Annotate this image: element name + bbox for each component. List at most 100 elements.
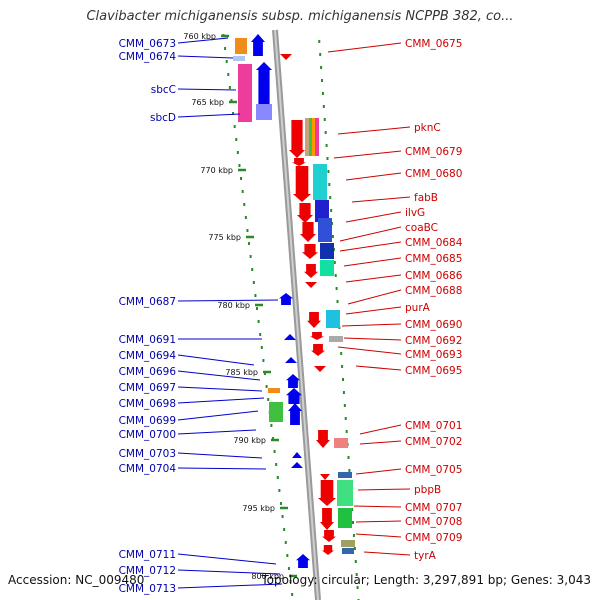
gene-block <box>312 118 315 156</box>
ruler-dot <box>333 261 336 264</box>
gene-label-right[interactable]: coaBC <box>405 222 438 234</box>
callout-line <box>177 386 263 392</box>
gene-label-right[interactable]: CMM_0679 <box>405 146 462 158</box>
gene-label-right[interactable]: CMM_0690 <box>405 319 462 331</box>
gene-block <box>313 164 327 200</box>
gene-block <box>238 64 252 122</box>
callout-line <box>177 113 241 118</box>
gene-label-left[interactable]: CMM_0713 <box>119 583 176 595</box>
gene-label-left[interactable]: CMM_0697 <box>119 382 176 394</box>
ruler-dot <box>341 365 344 368</box>
gene-label-right[interactable]: CMM_0702 <box>405 436 462 448</box>
ruler-dot <box>241 190 244 193</box>
genome-summary: Topology: circular; Length: 3,297,891 bp… <box>261 573 591 587</box>
gene-label-right[interactable]: CMM_0701 <box>405 420 462 432</box>
gene-label-right[interactable]: CMM_0705 <box>405 464 462 476</box>
tick-label: 795 kbp <box>242 504 275 513</box>
gene-label-right[interactable]: CMM_0686 <box>405 270 463 282</box>
gene-label-left[interactable]: CMM_0698 <box>119 398 176 410</box>
ruler-dot <box>260 346 263 349</box>
ruler-dot <box>224 47 227 50</box>
ruler-dot <box>236 151 239 154</box>
gene-label-right[interactable]: tyrA <box>414 550 437 562</box>
gene-label-left[interactable]: CMM_0699 <box>119 415 176 427</box>
gene-block <box>305 118 309 156</box>
gene-label-right[interactable]: CMM_0707 <box>405 502 462 514</box>
tick-label: 800 kbp <box>251 572 284 581</box>
gene-label-left[interactable]: CMM_0700 <box>119 429 176 441</box>
gene-label-left[interactable]: CMM_0696 <box>119 366 177 378</box>
gene-label-right[interactable]: CMM_0695 <box>405 365 462 377</box>
gene-label-right[interactable]: ilvG <box>405 207 425 219</box>
gene-label-right[interactable]: fabB <box>414 192 438 204</box>
reverse-gene-arrow <box>289 120 305 158</box>
reverse-gene-arrow <box>280 54 292 60</box>
gene-label-left[interactable]: CMM_0694 <box>119 350 177 362</box>
callout-line <box>337 346 402 355</box>
tick-label: 780 kbp <box>217 301 250 310</box>
ruler-dot <box>336 300 339 303</box>
gene-block <box>329 336 343 342</box>
gene-label-left[interactable]: CMM_0674 <box>119 51 177 63</box>
reverse-gene-arrow <box>322 545 334 555</box>
gene-block <box>320 260 334 276</box>
ruler-dot <box>230 99 233 102</box>
gene-label-right[interactable]: CMM_0684 <box>405 237 463 249</box>
callout-line <box>177 354 255 366</box>
callout-line <box>343 257 402 267</box>
ruler-dot <box>267 398 270 401</box>
ruler-dot <box>279 502 282 505</box>
callout-line <box>177 553 277 565</box>
gene-label-left[interactable]: sbcD <box>150 112 176 124</box>
callout-line <box>177 37 229 44</box>
ruler-dot <box>331 235 334 238</box>
ruler-dot <box>324 131 327 134</box>
gene-label-right[interactable]: CMM_0688 <box>405 285 462 297</box>
gene-label-left[interactable]: CMM_0691 <box>119 334 176 346</box>
callout-line <box>177 467 267 470</box>
reverse-gene-arrow <box>310 332 324 340</box>
callout-line <box>341 323 402 327</box>
ruler-dot <box>275 463 278 466</box>
gene-label-right[interactable]: CMM_0709 <box>405 532 462 544</box>
reverse-gene-arrow <box>322 530 336 542</box>
forward-gene-arrow <box>296 554 310 568</box>
ruler-dot <box>343 404 346 407</box>
gene-label-left[interactable]: CMM_0673 <box>119 38 176 50</box>
callout-line <box>345 211 402 223</box>
gene-label-left[interactable]: CMM_0687 <box>119 296 176 308</box>
gene-label-left[interactable]: CMM_0703 <box>119 448 176 460</box>
ruler-dot <box>278 489 281 492</box>
callout-line <box>345 172 402 181</box>
gene-block <box>315 200 329 222</box>
gene-label-right[interactable]: CMM_0680 <box>405 168 462 180</box>
gene-label-left[interactable]: CMM_0704 <box>119 463 177 475</box>
gene-label-right[interactable]: CMM_0693 <box>405 349 462 361</box>
gene-label-left[interactable]: CMM_0712 <box>119 565 176 577</box>
gene-label-right[interactable]: CMM_0675 <box>405 38 462 50</box>
gene-label-right[interactable]: CMM_0708 <box>405 516 462 528</box>
callout-line <box>177 299 279 302</box>
tick-label: 790 kbp <box>233 436 266 445</box>
gene-label-left[interactable]: sbcC <box>151 84 176 96</box>
gene-label-right[interactable]: CMM_0685 <box>405 253 462 265</box>
ruler-dot <box>335 287 338 290</box>
ruler-dot <box>227 73 230 76</box>
gene-label-left[interactable]: CMM_0711 <box>119 549 176 561</box>
gene-label-right[interactable]: pbpB <box>414 484 441 496</box>
gene-block <box>337 480 353 506</box>
ruler-dot <box>356 586 359 589</box>
ruler-dot <box>289 580 292 583</box>
gene-block <box>341 540 355 547</box>
ruler-dot <box>248 242 251 245</box>
ruler-dot <box>284 541 287 544</box>
gene-label-right[interactable]: pknC <box>414 122 441 134</box>
ruler-dot <box>318 40 321 43</box>
tick-label: 785 kbp <box>225 368 258 377</box>
gene-label-right[interactable]: CMM_0692 <box>405 335 462 347</box>
reverse-gene-arrow <box>292 158 306 166</box>
ruler-dot <box>265 385 268 388</box>
gene-label-right[interactable]: purA <box>405 302 431 314</box>
callout-line <box>355 468 402 475</box>
forward-gene-arrow <box>286 388 302 404</box>
